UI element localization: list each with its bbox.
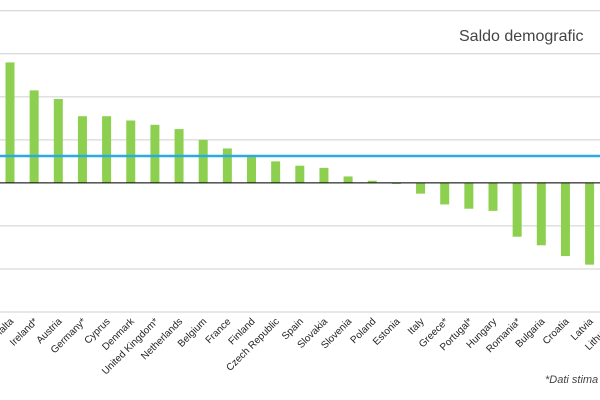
- bar: [319, 167, 329, 183]
- bar: [295, 165, 305, 183]
- bar: [585, 182, 595, 265]
- bar: [488, 182, 498, 211]
- bar: [343, 176, 353, 183]
- bar: [440, 182, 450, 205]
- bar: [367, 180, 377, 183]
- chart-title: Saldo demografic: [459, 28, 584, 45]
- bar: [29, 90, 39, 183]
- bar: [222, 148, 232, 183]
- bar: [198, 139, 208, 183]
- x-tick-label: Croatia: [541, 316, 572, 347]
- bar: [271, 161, 281, 183]
- bar: [5, 62, 15, 183]
- bar: [536, 182, 546, 246]
- bar: [416, 182, 426, 194]
- bar: [560, 182, 570, 257]
- bar: [77, 116, 87, 183]
- bar: [53, 98, 63, 183]
- bar: [102, 116, 112, 183]
- bar: [150, 124, 160, 183]
- bar: [464, 182, 474, 209]
- bar: [247, 157, 256, 183]
- x-tick-label: Italy: [406, 316, 427, 337]
- bar: [391, 182, 401, 184]
- bar: [126, 120, 136, 183]
- footnote: *Dati stima: [545, 374, 598, 386]
- x-tick-label: Estonia: [371, 316, 403, 348]
- bar: [512, 182, 522, 237]
